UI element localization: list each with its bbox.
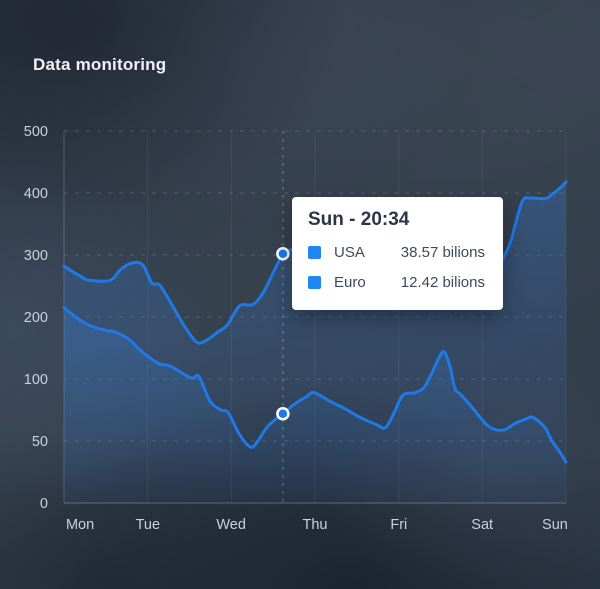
tooltip-title: Sun - 20:34 (308, 209, 410, 230)
euro-series-label: Euro (334, 273, 366, 291)
usa-series-label: USA (334, 243, 365, 261)
x-axis-day-label: Wed (216, 517, 246, 533)
tooltip: Sun - 20:34 USA 38.57 bilions Euro 12.42… (292, 197, 503, 310)
x-axis-day-label: Sat (471, 517, 493, 533)
usa-series-swatch-icon (308, 245, 321, 259)
euro-line[interactable] (62, 306, 568, 464)
euro-series-swatch-icon (308, 275, 321, 289)
tooltip-row-euro: Euro 12.42 bilions (308, 274, 485, 291)
usa-highlight-marker[interactable] (276, 247, 290, 261)
usa-series-value: 38.57 bilions (400, 243, 485, 261)
x-axis-day-label: Thu (303, 517, 328, 533)
y-axis-tick-label: 200 (24, 310, 48, 326)
x-axis-day-label: Tue (136, 517, 160, 533)
x-axis-day-label: Fri (390, 517, 407, 533)
euro-series-value: 12.42 bilions (400, 273, 485, 291)
y-axis-tick-label: 100 (24, 372, 48, 388)
y-axis-tick-label: 300 (24, 248, 48, 264)
y-axis-tick-label: 400 (24, 186, 48, 202)
x-axis-day-label: Mon (66, 517, 94, 533)
page-title: Data monitoring (33, 55, 167, 74)
usa-line[interactable] (62, 180, 568, 345)
y-axis-tick-label: 0 (40, 496, 48, 512)
x-axis-day-label: Sun (542, 517, 568, 533)
tooltip-row-usa: USA 38.57 bilions (308, 244, 485, 261)
y-axis-tick-label: 50 (32, 434, 48, 450)
euro-highlight-marker[interactable] (276, 406, 290, 421)
y-axis-tick-label: 500 (24, 124, 48, 140)
